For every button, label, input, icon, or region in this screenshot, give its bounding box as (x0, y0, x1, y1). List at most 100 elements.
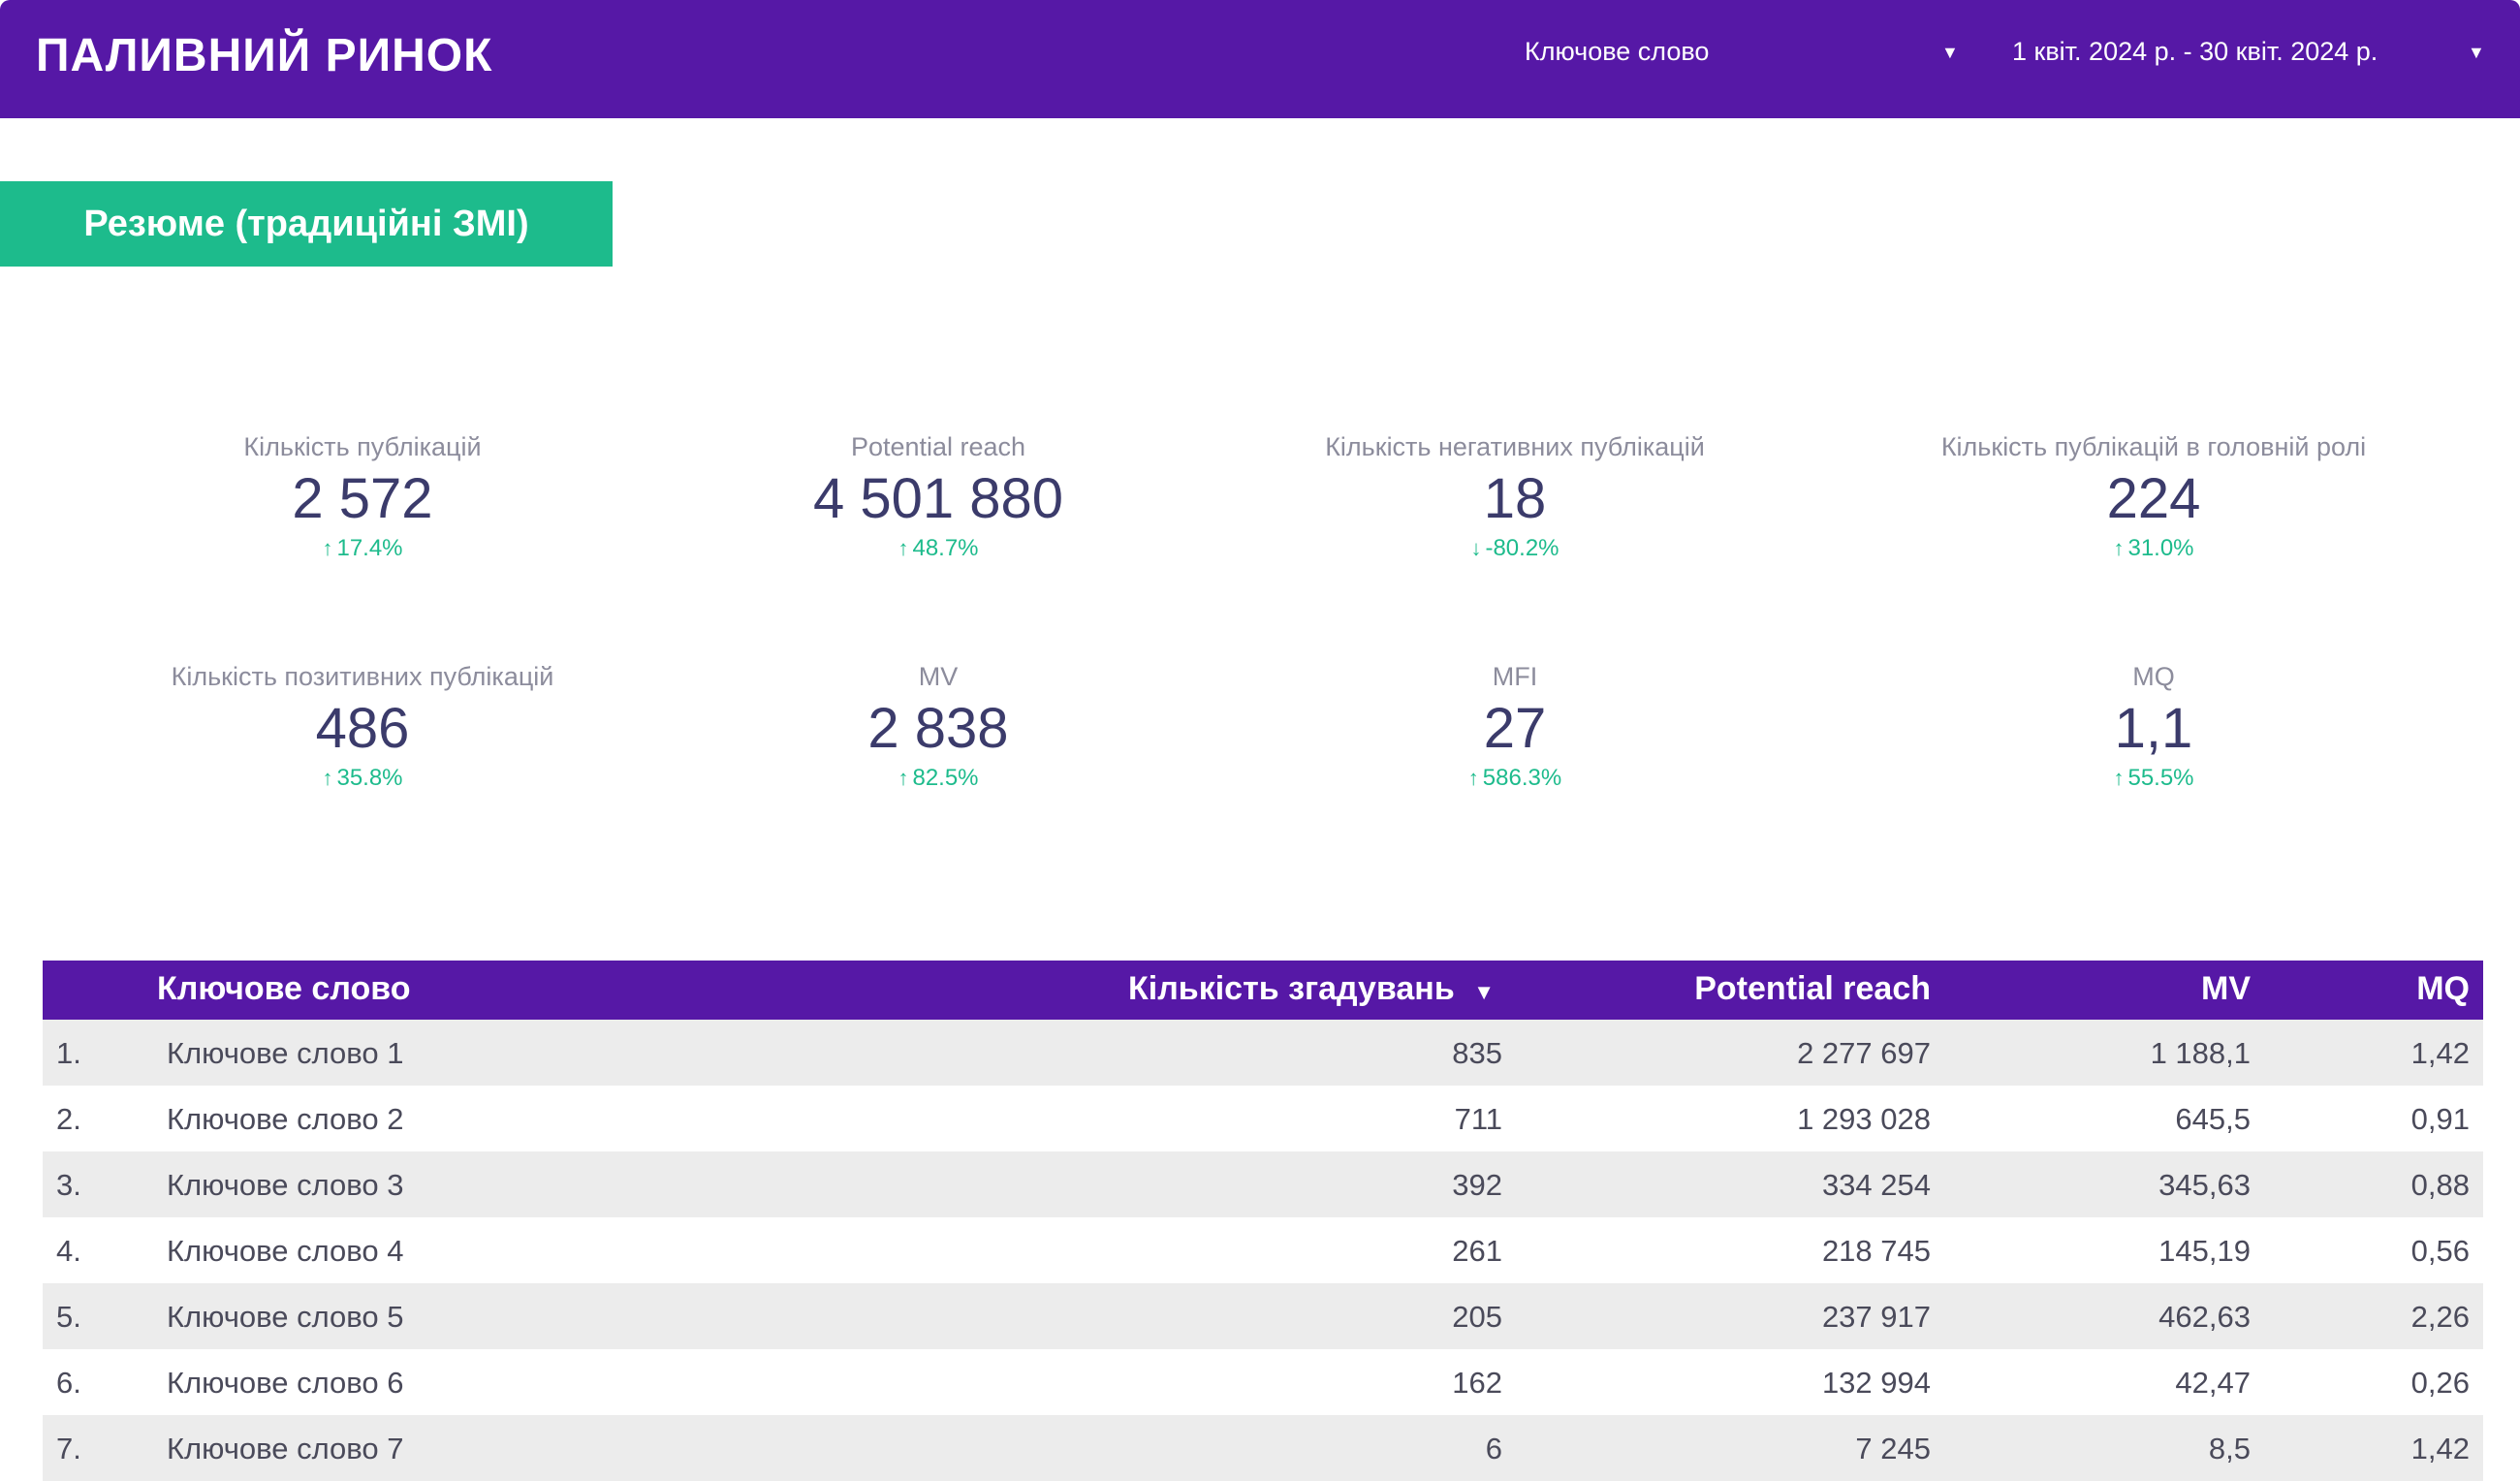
column-header-mentions[interactable]: Кількість згадувань ▼ (1128, 970, 1495, 1008)
kpi-delta: ↑ 82.5% (647, 765, 1229, 792)
kpi-card: Potential reach 4 501 880 ↑ 48.7% (647, 432, 1229, 562)
kpi-delta: ↑ 55.5% (1863, 765, 2444, 792)
arrow-up-icon: ↑ (2113, 766, 2125, 790)
table-row[interactable]: 4. Ключове слово 4 261 218 745 145,19 0,56 (43, 1217, 2483, 1283)
kpi-label: MV (918, 662, 959, 691)
kpi-card: Кількість публікацій 2 572 ↑ 17.4% (72, 432, 653, 562)
row-reach: 1 293 028 (1797, 1102, 1931, 1136)
column-header-keyword[interactable]: Ключове слово (157, 970, 411, 1007)
section-title: Резюме (традиційні ЗМІ) (0, 181, 613, 267)
row-index: 2. (56, 1102, 81, 1136)
kpi-value: 2 838 (867, 697, 1009, 760)
row-keyword: Ключове слово 3 (167, 1168, 404, 1202)
arrow-up-icon: ↑ (322, 766, 333, 790)
arrow-up-icon: ↑ (322, 536, 333, 560)
kpi-delta-value: 55.5% (2127, 765, 2194, 791)
arrow-up-icon: ↑ (2113, 536, 2125, 560)
kpi-delta-value: 35.8% (336, 765, 403, 791)
row-mq: 0,26 (2410, 1366, 2470, 1400)
row-mentions: 205 (1452, 1300, 1502, 1334)
row-index: 1. (56, 1036, 81, 1070)
row-reach: 237 917 (1821, 1300, 1931, 1334)
keyword-filter-label: Ключове слово (1525, 37, 1710, 66)
kpi-delta-value: 82.5% (912, 765, 979, 791)
row-reach: 218 745 (1821, 1234, 1931, 1268)
row-keyword: Ключове слово 2 (167, 1102, 404, 1136)
kpi-label: Кількість публікацій в головній ролі (1940, 432, 2367, 461)
row-mentions: 6 (1485, 1432, 1502, 1465)
table-row[interactable]: 2. Ключове слово 2 711 1 293 028 645,5 0,91 (43, 1086, 2483, 1151)
keyword-filter-dropdown[interactable]: Ключове слово ▼ (1525, 37, 1970, 67)
kpi-delta-value: 48.7% (912, 535, 979, 561)
row-mq: 1,42 (2410, 1432, 2470, 1465)
caret-down-icon: ▼ (2468, 43, 2485, 62)
column-header-mentions-label: Кількість згадувань (1128, 970, 1455, 1007)
kpi-value: 1,1 (2114, 697, 2193, 760)
table-row[interactable]: 5. Ключове слово 5 205 237 917 462,63 2,26 (43, 1283, 2483, 1349)
row-mv: 145,19 (2158, 1234, 2251, 1268)
row-mq: 0,56 (2410, 1234, 2470, 1268)
date-range-label: 1 квіт. 2024 р. - 30 квіт. 2024 р. (2012, 37, 2378, 66)
kpi-card: MFI 27 ↑ 586.3% (1224, 662, 1806, 792)
row-mentions: 835 (1452, 1036, 1502, 1070)
arrow-up-icon: ↑ (1467, 766, 1479, 790)
page-title: ПАЛИВНИЙ РИНОК (36, 30, 493, 81)
kpi-value: 224 (2106, 467, 2201, 530)
row-keyword: Ключове слово 4 (167, 1234, 404, 1268)
arrow-up-icon: ↑ (898, 766, 909, 790)
kpi-value: 2 572 (292, 467, 433, 530)
kpi-label: MQ (2132, 662, 2175, 691)
row-reach: 334 254 (1821, 1168, 1931, 1202)
kpi-delta: ↑ 586.3% (1224, 765, 1806, 792)
kpi-card: Кількість публікацій в головній ролі 224 ↑… (1863, 432, 2444, 562)
kpi-label: Potential reach (850, 432, 1026, 461)
kpi-delta: ↑ 31.0% (1863, 535, 2444, 562)
kpi-label: Кількість позитивних публікацій (171, 662, 554, 691)
caret-down-icon: ▼ (1941, 43, 1959, 62)
row-keyword: Ключове слово 5 (167, 1300, 404, 1334)
row-mentions: 392 (1452, 1168, 1502, 1202)
kpi-delta-value: -80.2% (1485, 535, 1559, 561)
row-reach: 132 994 (1821, 1366, 1931, 1400)
row-index: 4. (56, 1234, 81, 1268)
kpi-label: Кількість публікацій (243, 432, 482, 461)
kpi-delta-value: 586.3% (1482, 765, 1562, 791)
row-mentions: 261 (1452, 1234, 1502, 1268)
table-row[interactable]: 7. Ключове слово 7 6 7 245 8,5 1,42 (43, 1415, 2483, 1481)
column-header-reach[interactable]: Potential reach (1694, 970, 1931, 1007)
kpi-label: Кількість негативних публікацій (1325, 432, 1705, 461)
kpi-value: 4 501 880 (812, 467, 1064, 530)
kpi-card: MV 2 838 ↑ 82.5% (647, 662, 1229, 792)
arrow-up-icon: ↑ (898, 536, 909, 560)
row-keyword: Ключове слово 7 (167, 1432, 404, 1465)
row-mq: 1,42 (2410, 1036, 2470, 1070)
row-mv: 345,63 (2158, 1168, 2251, 1202)
row-index: 3. (56, 1168, 81, 1202)
keywords-table: Ключове слово Кількість згадувань ▼ Pote… (43, 961, 2483, 1481)
kpi-card: MQ 1,1 ↑ 55.5% (1863, 662, 2444, 792)
column-header-mv[interactable]: MV (2201, 970, 2251, 1007)
table-header: Ключове слово Кількість згадувань ▼ Pote… (43, 961, 2483, 1020)
kpi-card: Кількість негативних публікацій 18 ↓ -80.2% (1224, 432, 1806, 562)
kpi-value: 27 (1483, 697, 1547, 760)
row-mq: 0,91 (2410, 1102, 2470, 1136)
row-mv: 645,5 (2175, 1102, 2251, 1136)
row-keyword: Ключове слово 1 (167, 1036, 404, 1070)
row-mv: 42,47 (2175, 1366, 2251, 1400)
row-mv: 1 188,1 (2150, 1036, 2251, 1070)
arrow-down-icon: ↓ (1470, 536, 1482, 560)
kpi-label: MFI (1492, 662, 1538, 691)
kpi-delta-value: 31.0% (2127, 535, 2194, 561)
row-mq: 2,26 (2410, 1300, 2470, 1334)
header-bar: ПАЛИВНИЙ РИНОК Ключове слово ▼ 1 квіт. 2… (0, 0, 2520, 118)
date-range-dropdown[interactable]: 1 квіт. 2024 р. - 30 квіт. 2024 р. ▼ (2012, 37, 2489, 67)
table-row[interactable]: 6. Ключове слово 6 162 132 994 42,47 0,26 (43, 1349, 2483, 1415)
row-index: 7. (56, 1432, 81, 1465)
row-mentions: 711 (1454, 1102, 1502, 1136)
row-mq: 0,88 (2410, 1168, 2470, 1202)
table-row[interactable]: 3. Ключове слово 3 392 334 254 345,63 0,88 (43, 1151, 2483, 1217)
kpi-value: 486 (315, 697, 410, 760)
column-header-mq[interactable]: MQ (2416, 970, 2470, 1007)
kpi-delta: ↑ 48.7% (647, 535, 1229, 562)
table-row[interactable]: 1. Ключове слово 1 835 2 277 697 1 188,1 1,42 (43, 1020, 2483, 1086)
